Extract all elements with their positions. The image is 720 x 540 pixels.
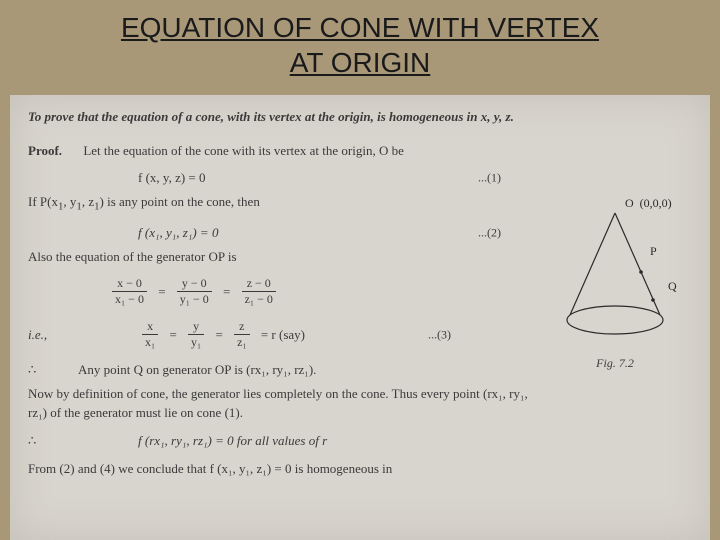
equation-generator-2-row: i.e., xx₁ = yy₁ = zz₁ = r (say) ...(3): [28, 313, 548, 356]
theorem-statement: To prove that the equation of a cone, wi…: [28, 107, 548, 127]
equation-2: f (x₁, y₁, z₁) = 0 ...(2): [138, 225, 548, 241]
any-point-q: ∴ Any point Q on generator OP is (rx₁, r…: [28, 360, 548, 380]
definition-text: Now by definition of cone, the generator…: [28, 384, 548, 423]
eq2-num: ...(2): [478, 225, 501, 240]
textbook-page: To prove that the equation of a cone, wi…: [10, 95, 710, 540]
eq2-text: f (x₁, y₁, z₁) = 0: [138, 225, 218, 240]
point-p-text: If P(x1, y1, z1) is any point on the con…: [28, 192, 548, 215]
o-label: O (0,0,0): [625, 196, 672, 210]
title-line-1: EQUATION OF CONE WITH VERTEX: [121, 12, 599, 43]
slide-title: EQUATION OF CONE WITH VERTEX AT ORIGIN: [20, 10, 700, 80]
equation-generator-2: xx₁ = yy₁ = zz₁ = r (say) ...(3): [138, 319, 548, 350]
equation-generator-1: x − 0x₁ − 0 = y − 0y₁ − 0 = z − 0z₁ − 0: [108, 276, 548, 307]
therefore-2: ∴: [28, 433, 78, 449]
title-line-2: AT ORIGIN: [290, 47, 431, 78]
slide-header: EQUATION OF CONE WITH VERTEX AT ORIGIN: [0, 0, 720, 95]
figure-label: Fig. 7.2: [540, 356, 690, 371]
cone-diagram: O (0,0,0) P Q Fig. 7.2: [540, 195, 690, 365]
content-column: To prove that the equation of a cone, wi…: [28, 107, 548, 478]
proof-intro: Proof. Let the equation of the cone with…: [28, 141, 548, 161]
q-point-text: Any point Q on generator OP is (rx₁, ry₁…: [78, 360, 316, 380]
p-label: P: [650, 244, 657, 258]
intro-text: Let the equation of the cone with its ve…: [83, 143, 404, 158]
proof-label: Proof.: [28, 141, 62, 161]
eq1-num: ...(1): [478, 171, 501, 186]
ie-label: i.e.,: [28, 327, 78, 343]
q-label: Q: [668, 279, 677, 293]
eq1-text: f (x, y, z) = 0: [138, 170, 206, 185]
eq3-num: ...(3): [428, 327, 451, 342]
cone-svg: O (0,0,0) P Q: [540, 195, 690, 350]
equation-1: f (x, y, z) = 0 ...(1): [138, 170, 548, 186]
conclusion-text: From (2) and (4) we conclude that f (x₁,…: [28, 459, 548, 479]
generator-text: Also the equation of the generator OP is: [28, 247, 548, 267]
therefore-1: ∴: [28, 360, 78, 380]
eq4-text: f (rx₁, ry₁, rz₁) = 0 for all values of …: [138, 433, 327, 449]
equation-4-row: ∴ f (rx₁, ry₁, rz₁) = 0 for all values o…: [28, 433, 548, 449]
